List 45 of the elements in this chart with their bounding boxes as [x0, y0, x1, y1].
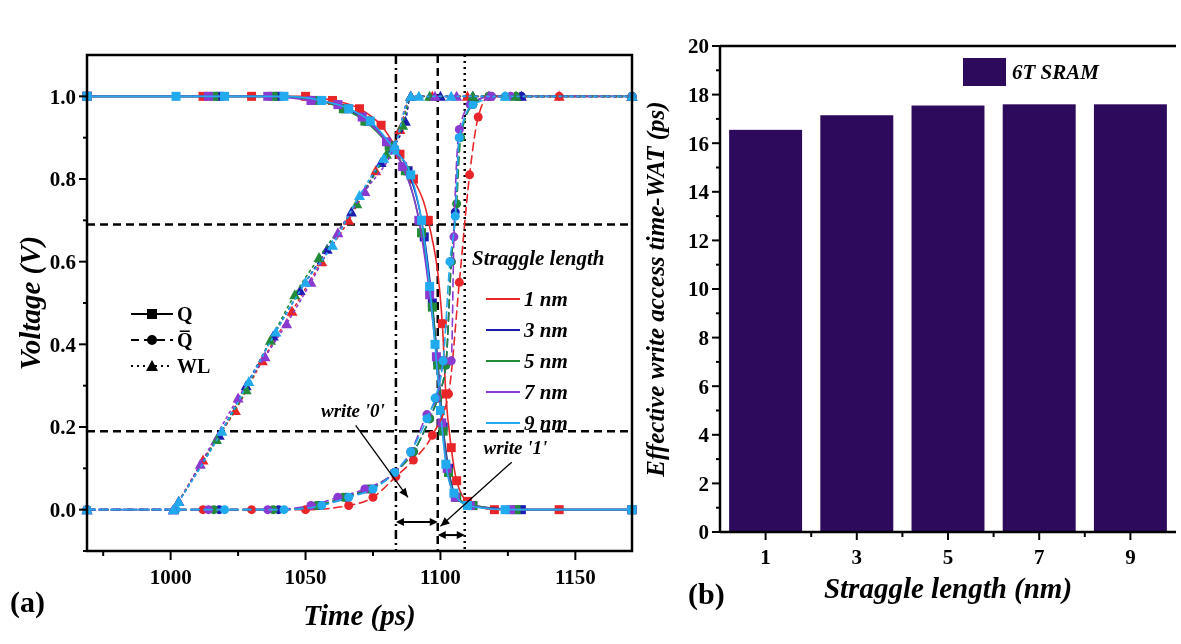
annotation: Q — [177, 303, 193, 325]
y-tick-label: 0.2 — [49, 415, 76, 440]
y-tick-label: 14 — [688, 180, 710, 205]
x-tick-label: 7 — [1033, 545, 1045, 569]
y-tick-label: 10 — [688, 277, 709, 302]
legend-label: 6T SRAM — [1012, 60, 1101, 85]
y-tick-label: 16 — [688, 131, 709, 156]
x-tick-label: 1100 — [420, 565, 461, 589]
text: (a) — [10, 585, 45, 619]
annotation: write '1' — [483, 437, 548, 459]
y-tick-label: 18 — [688, 82, 709, 107]
x-tick-label: 3 — [851, 545, 863, 569]
y-tick-label: 0.6 — [49, 250, 76, 275]
legend-label: 9 nm — [524, 411, 568, 436]
y-tick-label: 4 — [698, 423, 710, 448]
y-tick-label: 0.0 — [49, 498, 76, 523]
text: (b) — [688, 577, 725, 611]
y-axis-title: Effective write access time-WAT (ps) — [642, 101, 670, 478]
x-tick-label: 1 — [760, 545, 771, 569]
legend-label: 3 nm — [523, 318, 568, 343]
y-tick-label: 0.8 — [49, 167, 76, 192]
y-tick-label: 0.4 — [49, 332, 77, 357]
y-tick-label: 0 — [698, 520, 709, 545]
y-tick-label: 6 — [698, 374, 709, 399]
x-axis-title: Straggle length (nm) — [823, 572, 1073, 605]
y-tick-label: 1.0 — [49, 84, 76, 109]
x-tick-label: 5 — [942, 545, 954, 569]
x-tick-label: 9 — [1125, 545, 1136, 569]
x-tick-label: 1150 — [554, 565, 596, 589]
legend-label: 7 nm — [524, 380, 568, 405]
x-tick-label: 1050 — [284, 565, 327, 589]
legend-label: 5 nm — [524, 349, 568, 374]
annotation: WL — [177, 355, 211, 377]
legend-title: Straggle length — [472, 246, 605, 270]
annotation: Q̅ — [177, 329, 193, 351]
y-tick-label: 2 — [698, 471, 709, 496]
y-tick-label: 12 — [688, 228, 709, 253]
y-tick-label: 20 — [688, 34, 709, 59]
x-axis-title: Time (ps) — [303, 599, 416, 632]
x-tick-label: 1000 — [149, 565, 192, 589]
annotation: write '0' — [320, 400, 385, 422]
legend-label: 1 nm — [524, 287, 568, 312]
symbol-key: Q Q̅ WL — [130, 303, 211, 377]
y-axis-title: Voltage (V) — [14, 235, 47, 371]
y-tick-label: 8 — [698, 325, 709, 350]
